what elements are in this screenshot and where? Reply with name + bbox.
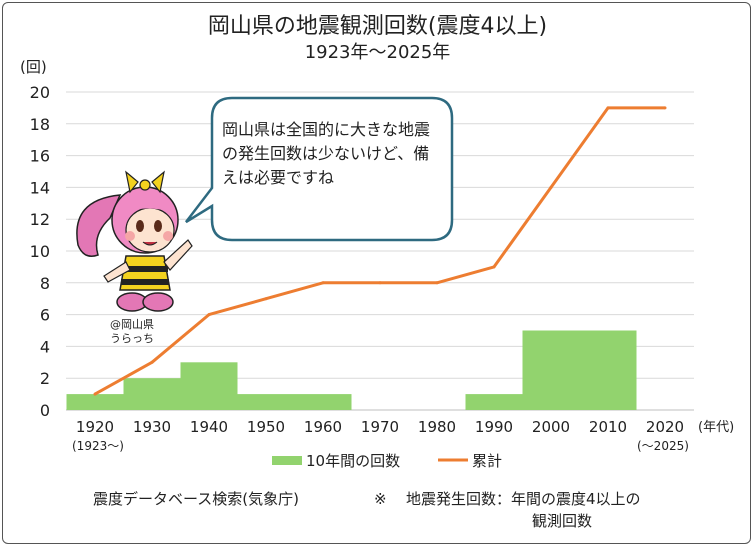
- y-tick-label: 18: [30, 115, 50, 134]
- note-mark: ※: [374, 490, 387, 508]
- y-tick-label: 0: [40, 401, 50, 420]
- y-tick-label: 4: [40, 337, 50, 356]
- credit-line-1: @岡山県: [110, 318, 154, 331]
- x-tick-label: 1970: [361, 418, 399, 436]
- note-line-2: 観測回数: [532, 512, 593, 530]
- line-point: [378, 281, 382, 285]
- x-range-end: (〜2025): [637, 439, 689, 453]
- x-tick-label: 1940: [190, 418, 228, 436]
- bar: [237, 394, 295, 410]
- line-point: [606, 106, 610, 110]
- line-point: [264, 297, 268, 301]
- line-point: [207, 313, 211, 317]
- y-tick-label: 8: [40, 274, 50, 293]
- bar: [465, 394, 523, 410]
- x-tick-label: 1950: [247, 418, 285, 436]
- line-series: [93, 106, 667, 396]
- y-tick-label: 12: [30, 210, 50, 229]
- legend-swatch-bars: [272, 456, 302, 465]
- line-point: [435, 281, 439, 285]
- mascot-credit: @岡山県 うらっち: [110, 318, 154, 346]
- line-point: [549, 185, 553, 189]
- note-line-1: 地震発生回数：年間の震度4以上の: [406, 490, 641, 508]
- bar: [123, 378, 181, 410]
- x-tick-label: 1980: [418, 418, 456, 436]
- bar: [522, 330, 580, 410]
- source-note: 震度データベース検索(気象庁): [93, 490, 299, 508]
- x-axis-label: (年代): [698, 420, 735, 435]
- line-point: [93, 392, 97, 396]
- line-point: [150, 360, 154, 364]
- y-tick-label: 6: [40, 306, 50, 325]
- y-tick-label: 14: [30, 178, 50, 197]
- x-tick-label: 1990: [475, 418, 513, 436]
- x-tick-label: 1920: [76, 418, 114, 436]
- mascot-illustration: [76, 170, 193, 312]
- bar-series: [66, 330, 637, 410]
- y-tick-label: 10: [30, 242, 50, 261]
- chart-subtitle: 1923年〜2025年: [304, 42, 451, 63]
- y-tick-label: 16: [30, 147, 50, 166]
- line-point: [492, 265, 496, 269]
- x-tick-label: 1960: [304, 418, 342, 436]
- line-point: [663, 106, 667, 110]
- y-tick-labels: 0 2 4 6 8 10 12 14 16 18 20: [30, 83, 50, 420]
- bar: [66, 394, 124, 410]
- x-tick-label: 2020: [646, 418, 684, 436]
- speech-bubble-text: 岡山県は全国的に大きな地震の発生回数は少ないけど、備えは必要ですね: [222, 120, 431, 187]
- x-range-start: (1923〜): [72, 439, 124, 453]
- speech-bubble: [185, 96, 454, 242]
- chart-title: 岡山県の地震観測回数(震度4以上): [207, 14, 548, 39]
- y-tick-label: 20: [30, 83, 50, 102]
- bar: [294, 394, 352, 410]
- legend-label-bars: 10年間の回数: [306, 452, 401, 470]
- line-point: [321, 281, 325, 285]
- credit-line-2: うらっち: [110, 332, 154, 345]
- x-tick-label: 2010: [589, 418, 627, 436]
- x-tick-label: 1930: [133, 418, 171, 436]
- bar: [579, 330, 637, 410]
- x-tick-labels: 1920 1930 1940 1950 1960 1970 1980 1990 2000 2010…: [76, 418, 684, 436]
- y-axis-label: (回): [20, 58, 47, 76]
- legend-label-line: 累計: [472, 452, 503, 470]
- y-tick-label: 2: [40, 369, 50, 388]
- x-tick-label: 2000: [532, 418, 570, 436]
- bar: [180, 362, 238, 410]
